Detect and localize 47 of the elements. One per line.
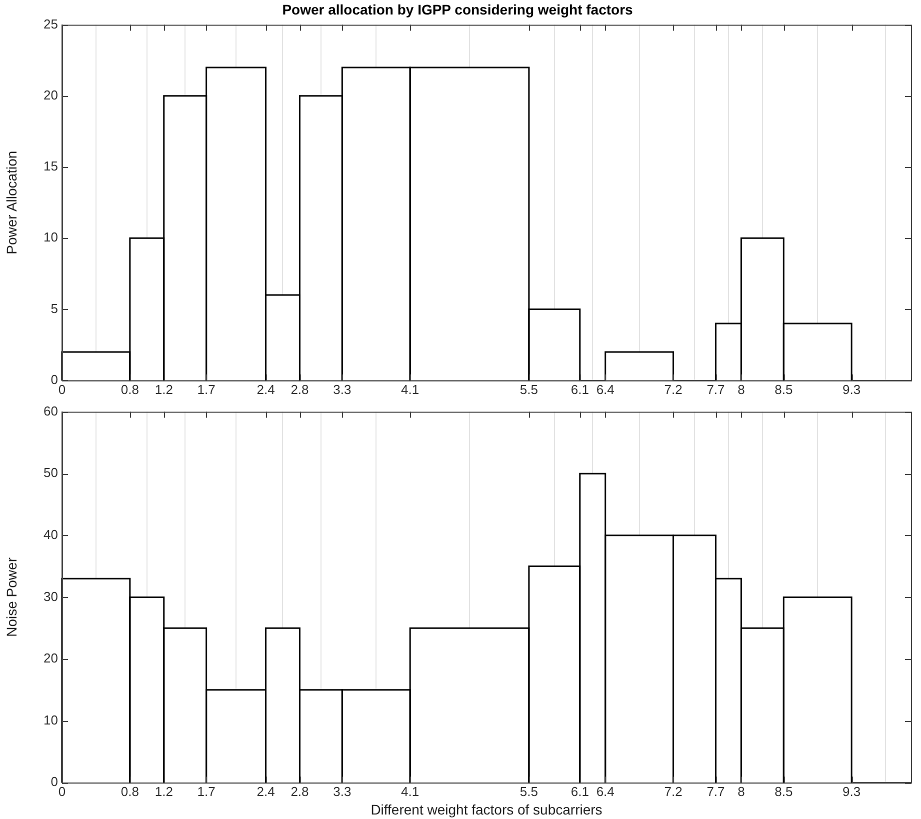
y-tick-label: 60 — [44, 403, 58, 418]
x-tick-label: 9.3 — [842, 382, 861, 397]
x-tick-label: 8.5 — [774, 382, 793, 397]
x-tick-label: 8 — [738, 784, 745, 799]
x-tick-label: 7.2 — [664, 382, 682, 397]
chart-title: Power allocation by IGPP considering weight factors — [282, 1, 634, 18]
y-tick-label: 10 — [44, 230, 58, 245]
x-tick-label: 2.4 — [256, 382, 275, 397]
y-axis-title: Power Allocation — [3, 150, 20, 254]
y-tick-label: 0 — [50, 774, 58, 790]
y-tick-label: 20 — [44, 650, 58, 666]
x-tick-label: 1.2 — [154, 382, 173, 397]
x-tick-label: 9.3 — [842, 784, 861, 799]
x-tick-label: 1.7 — [197, 784, 216, 799]
x-tick-label: 7.7 — [706, 784, 725, 799]
y-tick-label: 50 — [44, 465, 58, 480]
y-tick-label: 30 — [44, 588, 58, 604]
x-tick-label: 4.1 — [401, 382, 420, 397]
x-tick-label: 5.5 — [520, 784, 538, 799]
x-tick-label: 3.3 — [333, 784, 352, 799]
y-tick-label: 5 — [50, 300, 58, 316]
x-tick-label: 4.1 — [401, 784, 420, 799]
x-tick-label: 5.5 — [520, 382, 538, 397]
x-tick-label: 2.4 — [256, 784, 275, 799]
x-tick-label: 6.1 — [570, 784, 589, 799]
x-tick-label: 8.5 — [774, 784, 793, 799]
x-tick-label: 1.7 — [197, 382, 216, 397]
y-tick-label: 40 — [44, 526, 58, 542]
x-tick-label: 0.8 — [120, 784, 139, 799]
x-tick-label: 8 — [738, 382, 745, 397]
x-tick-label: 6.1 — [570, 382, 589, 397]
y-tick-label: 25 — [44, 16, 58, 32]
x-tick-label: 1.2 — [154, 784, 173, 799]
x-tick-label: 6.4 — [596, 382, 614, 397]
x-tick-label: 7.7 — [706, 382, 725, 397]
x-tick-label: 6.4 — [596, 784, 614, 799]
y-tick-label: 0 — [50, 372, 58, 387]
x-axis-title: Different weight factors of subcarriers — [370, 801, 602, 818]
x-tick-label: 3.3 — [333, 382, 352, 397]
x-tick-label: 2.8 — [290, 784, 309, 799]
x-tick-label: 0.8 — [120, 382, 139, 397]
y-tick-label: 15 — [44, 158, 58, 174]
y-tick-label: 10 — [44, 712, 58, 728]
x-tick-label: 2.8 — [290, 382, 309, 397]
y-tick-label: 20 — [44, 88, 58, 102]
y-axis-title: Noise Power — [3, 557, 20, 637]
x-tick-label: 7.2 — [664, 784, 682, 799]
